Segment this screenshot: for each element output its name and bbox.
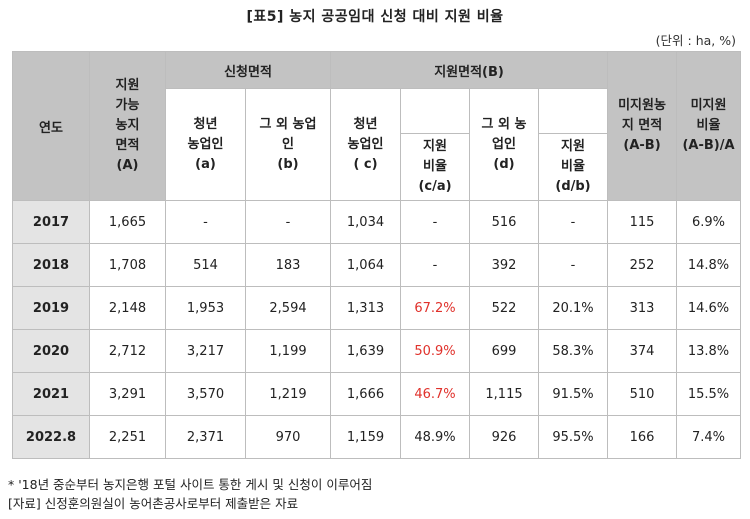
header-applied-other: 그 외 농업 인 (b) bbox=[245, 88, 331, 201]
header-applied-young: 청년 농업인 (a) bbox=[165, 88, 246, 201]
header-year: 연도 bbox=[12, 51, 90, 201]
header-support-ratio-ca: 지원 비율 (c/a) bbox=[400, 133, 470, 201]
footnote: * '18년 중순부터 농지은행 포털 사이트 통한 게시 및 신청이 이루어짐 bbox=[8, 477, 373, 492]
header-unsupported-area: 미지원농 지 면적 (A-B) bbox=[607, 51, 678, 201]
cell-support-other: 516 bbox=[469, 200, 539, 244]
cell-support-other: 392 bbox=[469, 243, 539, 287]
cell-ratio-db: 20.1% bbox=[537, 286, 609, 330]
cell-unsupported-area: 115 bbox=[607, 200, 678, 244]
cell-available: 1,665 bbox=[89, 200, 166, 244]
data-table: 연도 지원 가능 농지 면적 (A) 신청면적 지원면적(B) 미지원농 지 면적 (… bbox=[12, 51, 742, 459]
cell-year: 2022.8 bbox=[12, 415, 90, 459]
header-available-area: 지원 가능 농지 면적 (A) bbox=[89, 51, 166, 201]
cell-ratio-ca: - bbox=[400, 200, 470, 244]
cell-ratio-db: 91.5% bbox=[537, 372, 609, 416]
cell-year: 2021 bbox=[12, 372, 90, 416]
table-row: 2017 1,665 - - 1,034 - 516 - 115 6.9% bbox=[12, 200, 742, 244]
cell-ratio-ca: 67.2% bbox=[400, 286, 470, 330]
cell-ratio-ca: 46.7% bbox=[400, 372, 470, 416]
cell-applied-other: 1,219 bbox=[245, 372, 331, 416]
cell-support-young: 1,064 bbox=[330, 243, 401, 287]
header-support-other: 그 외 농 업인 (d) bbox=[469, 88, 539, 201]
cell-support-young: 1,313 bbox=[330, 286, 401, 330]
cell-applied-young: 3,570 bbox=[165, 372, 246, 416]
cell-ratio-db: 95.5% bbox=[537, 415, 609, 459]
cell-available: 3,291 bbox=[89, 372, 166, 416]
cell-ratio-db: - bbox=[537, 200, 609, 244]
cell-unsupported-area: 374 bbox=[607, 329, 678, 373]
table-row: 2018 1,708 514 183 1,064 - 392 - 252 14.… bbox=[12, 243, 742, 287]
cell-available: 1,708 bbox=[89, 243, 166, 287]
cell-support-other: 926 bbox=[469, 415, 539, 459]
cell-ratio-ca: - bbox=[400, 243, 470, 287]
header-support-group: 지원면적(B) bbox=[329, 51, 609, 89]
cell-support-other: 1,115 bbox=[469, 372, 539, 416]
cell-unsupported-ratio: 15.5% bbox=[676, 372, 742, 416]
cell-year: 2018 bbox=[12, 243, 90, 287]
cell-unsupported-ratio: 7.4% bbox=[676, 415, 742, 459]
cell-applied-young: 3,217 bbox=[165, 329, 246, 373]
cell-support-young: 1,639 bbox=[330, 329, 401, 373]
cell-available: 2,712 bbox=[89, 329, 166, 373]
cell-support-young: 1,034 bbox=[330, 200, 401, 244]
cell-available: 2,148 bbox=[89, 286, 166, 330]
table-row: 2021 3,291 3,570 1,219 1,666 46.7% 1,115… bbox=[12, 372, 742, 416]
cell-ratio-db: - bbox=[537, 243, 609, 287]
cell-year: 2017 bbox=[12, 200, 90, 244]
cell-unsupported-area: 313 bbox=[607, 286, 678, 330]
table-title: [표5] 농지 공공임대 신청 대비 지원 비율 bbox=[246, 9, 504, 25]
footnotes: * '18년 중순부터 농지은행 포털 사이트 통한 게시 및 신청이 이루어짐… bbox=[8, 475, 372, 513]
cell-unsupported-ratio: 6.9% bbox=[676, 200, 742, 244]
cell-unsupported-ratio: 14.6% bbox=[676, 286, 742, 330]
cell-applied-young: 2,371 bbox=[165, 415, 246, 459]
cell-unsupported-ratio: 14.8% bbox=[676, 243, 742, 287]
cell-applied-other: 183 bbox=[245, 243, 331, 287]
cell-applied-other: - bbox=[245, 200, 331, 244]
cell-ratio-ca: 50.9% bbox=[400, 329, 470, 373]
cell-ratio-ca: 48.9% bbox=[400, 415, 470, 459]
table-row: 2022.8 2,251 2,371 970 1,159 48.9% 926 9… bbox=[12, 415, 742, 459]
header-ratio-ca-top bbox=[400, 88, 470, 134]
table-row: 2019 2,148 1,953 2,594 1,313 67.2% 522 2… bbox=[12, 286, 742, 330]
source-note: [자료] 신정훈의원실이 농어촌공사로부터 제출받은 자료 bbox=[8, 496, 299, 511]
cell-support-other: 522 bbox=[469, 286, 539, 330]
cell-support-young: 1,159 bbox=[330, 415, 401, 459]
cell-applied-other: 2,594 bbox=[245, 286, 331, 330]
cell-support-young: 1,666 bbox=[330, 372, 401, 416]
cell-unsupported-area: 252 bbox=[607, 243, 678, 287]
header-applied-group: 신청면적 bbox=[165, 51, 331, 89]
cell-available: 2,251 bbox=[89, 415, 166, 459]
cell-unsupported-area: 510 bbox=[607, 372, 678, 416]
cell-support-other: 699 bbox=[469, 329, 539, 373]
cell-applied-young: 1,953 bbox=[165, 286, 246, 330]
header-ratio-db-top bbox=[537, 88, 609, 134]
cell-year: 2019 bbox=[12, 286, 90, 330]
cell-ratio-db: 58.3% bbox=[537, 329, 609, 373]
cell-unsupported-ratio: 13.8% bbox=[676, 329, 742, 373]
header-support-young: 청년 농업인 ( c) bbox=[330, 88, 401, 201]
cell-applied-young: 514 bbox=[165, 243, 246, 287]
cell-applied-young: - bbox=[165, 200, 246, 244]
unit-label: (단위 : ha, %) bbox=[655, 33, 736, 48]
header-unsupported-ratio: 미지원 비율 (A-B)/A bbox=[676, 51, 742, 201]
cell-unsupported-area: 166 bbox=[607, 415, 678, 459]
table-row: 2020 2,712 3,217 1,199 1,639 50.9% 699 5… bbox=[12, 329, 742, 373]
cell-applied-other: 970 bbox=[245, 415, 331, 459]
cell-year: 2020 bbox=[12, 329, 90, 373]
header-support-ratio-db: 지원 비율 (d/b) bbox=[537, 133, 609, 201]
cell-applied-other: 1,199 bbox=[245, 329, 331, 373]
